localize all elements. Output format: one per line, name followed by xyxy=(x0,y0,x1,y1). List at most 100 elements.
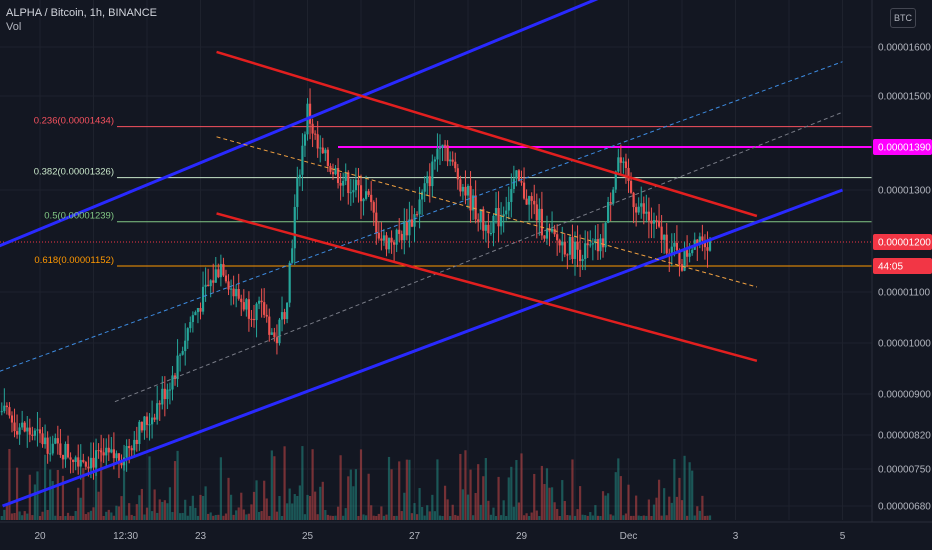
candle-body xyxy=(212,280,215,283)
candle-body xyxy=(49,453,52,455)
candle-body xyxy=(533,200,536,205)
candle-body xyxy=(410,219,414,227)
volume-bar xyxy=(347,476,350,520)
candle-body xyxy=(166,389,169,400)
volume-bar xyxy=(548,487,551,520)
volume-bar xyxy=(150,511,154,520)
candle-body xyxy=(46,437,49,454)
volume-bar xyxy=(298,485,301,520)
volume-bar xyxy=(520,453,523,520)
volume-bar xyxy=(10,513,14,520)
volume-bar xyxy=(3,509,6,520)
candle-body xyxy=(303,134,307,146)
candle-body xyxy=(698,236,701,244)
volume-bar xyxy=(224,513,228,520)
volume-bar xyxy=(51,481,54,520)
price-badge xyxy=(873,139,932,155)
candle-body xyxy=(528,196,531,205)
candle-body xyxy=(196,308,200,313)
volume-bar xyxy=(133,515,136,520)
candle-body xyxy=(158,403,161,405)
volume-bar xyxy=(107,509,110,520)
candle-body xyxy=(650,220,653,224)
volume-bar xyxy=(405,459,408,520)
volume-bar xyxy=(112,515,115,520)
candle-body xyxy=(133,439,136,451)
volume-bar xyxy=(459,453,462,520)
volume-bar xyxy=(596,515,600,520)
price-tick-label: 0.00001100 xyxy=(878,288,931,299)
candle-body xyxy=(316,134,319,149)
candle-body xyxy=(110,449,113,453)
candle-body xyxy=(512,178,515,189)
candle-body xyxy=(69,457,72,460)
volume-bar xyxy=(375,516,378,520)
candle-body xyxy=(286,302,289,320)
candle-body xyxy=(43,437,47,445)
volume-bar xyxy=(408,459,411,520)
candle-body xyxy=(331,171,335,175)
candle-body xyxy=(224,275,228,282)
symbol-title[interactable]: ALPHA / Bitcoin, 1h, BINANCE xyxy=(6,7,158,19)
candle-body xyxy=(51,443,54,454)
candle-body xyxy=(426,176,429,184)
volume-bar xyxy=(184,499,187,520)
volume-bar xyxy=(446,499,449,520)
volume-bar xyxy=(418,488,421,520)
volume-bar xyxy=(201,496,205,520)
candle-body xyxy=(13,422,16,432)
volume-bar xyxy=(624,513,628,520)
volume-bar xyxy=(28,474,31,520)
candle-body xyxy=(573,241,577,259)
candle-body xyxy=(451,159,454,162)
candle-body xyxy=(186,328,189,341)
candle-body xyxy=(670,246,673,255)
candle-body xyxy=(400,233,403,241)
candle-body xyxy=(143,416,146,431)
volume-bar xyxy=(663,488,666,520)
candle-body xyxy=(609,202,612,204)
candle-body xyxy=(550,228,554,232)
candle-body xyxy=(150,417,154,425)
candle-body xyxy=(464,186,467,196)
candle-body xyxy=(548,228,551,232)
volume-bar xyxy=(512,506,515,520)
volume-bar xyxy=(319,486,322,520)
candle-body xyxy=(8,407,11,416)
candle-body xyxy=(607,202,610,223)
candle-body xyxy=(421,191,424,200)
candle-body xyxy=(443,144,447,146)
volume-indicator-label[interactable]: Vol xyxy=(6,21,22,33)
candle-body xyxy=(135,439,138,444)
volume-bar xyxy=(74,511,77,520)
candle-body xyxy=(459,179,462,192)
volume-bar xyxy=(706,515,709,520)
candle-body xyxy=(433,159,436,162)
candle-body xyxy=(604,222,607,248)
candle-body xyxy=(474,195,477,220)
candle-body xyxy=(64,443,67,460)
volume-bar xyxy=(505,515,508,520)
volume-bar xyxy=(586,515,589,520)
volume-bar xyxy=(245,514,248,520)
volume-bar xyxy=(8,448,11,520)
red-channel-upper xyxy=(216,50,758,218)
volume-bar xyxy=(426,505,429,520)
volume-bar xyxy=(696,506,699,520)
candle-body xyxy=(415,214,419,216)
candle-body xyxy=(372,202,375,213)
candle-body xyxy=(112,449,115,459)
volume-bar xyxy=(497,476,500,520)
candle-body xyxy=(538,208,541,221)
volume-bar xyxy=(604,495,607,520)
volume-bar xyxy=(436,459,439,520)
volume-bar xyxy=(296,495,299,520)
volume-bar xyxy=(255,480,258,520)
currency-button[interactable]: BTC xyxy=(890,8,916,28)
candle-body xyxy=(635,207,638,213)
candle-body xyxy=(438,147,442,149)
candle-body xyxy=(652,220,656,224)
candle-body xyxy=(515,170,518,179)
candle-body xyxy=(497,208,500,227)
